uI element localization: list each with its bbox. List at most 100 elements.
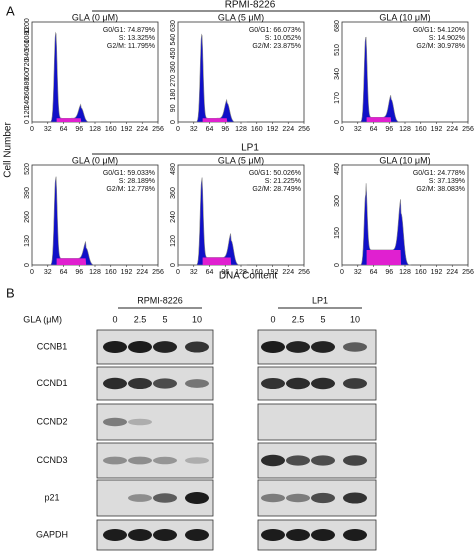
stat-text: G2/M: 11.795% bbox=[107, 43, 155, 50]
stat-text: G2/M: 30.978% bbox=[416, 43, 465, 50]
y-axis-label: Cell Number bbox=[3, 122, 14, 178]
lane-label: 2.5 bbox=[292, 314, 305, 324]
stat-text: S: 21.225% bbox=[265, 178, 301, 185]
dose-label: GLA (μM) bbox=[23, 314, 62, 324]
x-tick-label: 224 bbox=[446, 269, 458, 276]
band bbox=[185, 492, 209, 504]
stat-text: G0/G1: 50.026% bbox=[249, 170, 301, 177]
x-tick-label: 96 bbox=[75, 126, 83, 133]
band bbox=[343, 529, 367, 541]
x-tick-label: 128 bbox=[89, 126, 101, 133]
x-tick-label: 192 bbox=[431, 126, 443, 133]
blot-box bbox=[257, 403, 377, 441]
x-tick-label: 256 bbox=[152, 126, 164, 133]
x-tick-label: 128 bbox=[399, 269, 411, 276]
stat-text: G2/M: 28.749% bbox=[252, 186, 301, 193]
band bbox=[286, 341, 310, 353]
y-tick-label: 170 bbox=[334, 92, 341, 104]
x-tick-label: 0 bbox=[176, 126, 180, 133]
x-tick-label: 96 bbox=[385, 126, 393, 133]
band bbox=[343, 455, 367, 466]
band bbox=[153, 493, 177, 503]
x-tick-label: 256 bbox=[462, 126, 474, 133]
y-tick-label: 680 bbox=[334, 20, 341, 32]
y-tick-label: 720 bbox=[24, 58, 31, 70]
x-tick-label: 96 bbox=[75, 269, 83, 276]
histogram bbox=[195, 33, 247, 123]
protein-label: GAPDH bbox=[36, 529, 68, 539]
stat-text: G2/M: 12.778% bbox=[106, 186, 155, 193]
x-tick-label: 256 bbox=[462, 269, 474, 276]
s-phase bbox=[56, 258, 87, 265]
band bbox=[311, 492, 335, 504]
x-tick-label: 160 bbox=[105, 269, 117, 276]
x-tick-label: 128 bbox=[399, 126, 411, 133]
band bbox=[153, 341, 177, 353]
band bbox=[185, 529, 209, 541]
band bbox=[128, 456, 152, 465]
band bbox=[153, 456, 177, 465]
group-title: RPMI-8226 bbox=[225, 0, 276, 11]
y-tick-label: 630 bbox=[170, 20, 177, 32]
y-tick-label: 1200 bbox=[24, 18, 31, 34]
y-tick-label: 0 bbox=[334, 263, 341, 267]
y-tick-label: 0 bbox=[24, 120, 31, 124]
protein-label: CCNB1 bbox=[37, 341, 68, 351]
x-tick-label: 224 bbox=[282, 126, 294, 133]
stat-text: G0/G1: 59.033% bbox=[103, 170, 155, 177]
lane-label: 10 bbox=[192, 314, 202, 324]
band bbox=[286, 377, 310, 390]
y-tick-label: 0 bbox=[334, 120, 341, 124]
stat-text: G0/G1: 54.120% bbox=[413, 27, 465, 34]
x-tick-label: 160 bbox=[415, 126, 427, 133]
lane-label: 10 bbox=[350, 314, 360, 324]
y-tick-label: 840 bbox=[24, 49, 31, 61]
x-tick-label: 192 bbox=[431, 269, 443, 276]
band bbox=[286, 455, 310, 466]
band bbox=[153, 529, 177, 541]
x-tick-label: 160 bbox=[105, 126, 117, 133]
stat-text: S: 14.902% bbox=[429, 35, 465, 42]
x-tick-label: 256 bbox=[298, 269, 310, 276]
plot-title: GLA (5 μM) bbox=[218, 155, 264, 165]
panel-label: A bbox=[6, 3, 15, 18]
x-tick-label: 32 bbox=[354, 269, 362, 276]
band bbox=[103, 456, 127, 465]
x-tick-label: 0 bbox=[340, 269, 344, 276]
histogram bbox=[195, 177, 247, 266]
s-phase bbox=[366, 249, 402, 265]
y-tick-label: 150 bbox=[334, 227, 341, 239]
y-tick-label: 600 bbox=[24, 68, 31, 80]
x-tick-label: 160 bbox=[251, 126, 263, 133]
band bbox=[185, 379, 209, 388]
x-tick-label: 96 bbox=[221, 269, 229, 276]
x-tick-label: 224 bbox=[446, 126, 458, 133]
y-tick-label: 240 bbox=[170, 211, 177, 223]
band bbox=[153, 378, 177, 389]
s-phase bbox=[56, 118, 82, 122]
x-tick-label: 0 bbox=[176, 269, 180, 276]
y-tick-label: 0 bbox=[170, 263, 177, 267]
protein-label: CCND3 bbox=[36, 455, 67, 465]
blot-box bbox=[96, 403, 214, 441]
band bbox=[103, 377, 127, 390]
x-tick-label: 128 bbox=[235, 126, 247, 133]
x-tick-label: 224 bbox=[282, 269, 294, 276]
x-tick-label: 64 bbox=[206, 269, 214, 276]
x-tick-label: 64 bbox=[370, 126, 378, 133]
y-tick-label: 270 bbox=[170, 75, 177, 87]
x-tick-label: 192 bbox=[121, 269, 133, 276]
histogram bbox=[359, 36, 411, 123]
y-tick-label: 0 bbox=[170, 120, 177, 124]
y-tick-label: 390 bbox=[24, 187, 31, 199]
band bbox=[103, 529, 127, 541]
group-title: LP1 bbox=[241, 143, 259, 154]
band bbox=[286, 493, 310, 503]
x-tick-label: 64 bbox=[60, 269, 68, 276]
lane-label: 0 bbox=[112, 314, 117, 324]
protein-label: CCND1 bbox=[36, 378, 67, 388]
x-tick-label: 224 bbox=[136, 269, 148, 276]
x-tick-label: 160 bbox=[251, 269, 263, 276]
y-tick-label: 480 bbox=[24, 78, 31, 90]
stat-text: G2/M: 38.083% bbox=[416, 186, 465, 193]
